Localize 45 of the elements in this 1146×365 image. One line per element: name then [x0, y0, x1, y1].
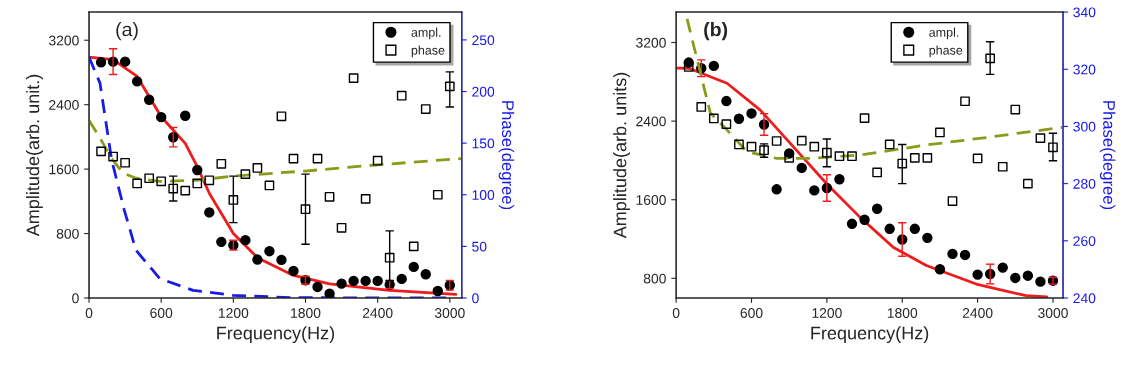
x-tick-label: 600 — [150, 308, 173, 318]
x-tick-label: 1800 — [291, 308, 321, 318]
y2-tick-label: 260 — [1073, 236, 1096, 246]
y-tick-label: 2400 — [49, 100, 79, 110]
x-tick-label: 600 — [740, 308, 763, 318]
y2-tick-label: 340 — [1073, 7, 1096, 18]
y-tick-label: 800 — [643, 273, 666, 284]
y2-tick-label: 100 — [472, 190, 495, 200]
y-axis-title: Amplitude(arb. unit.) — [26, 74, 43, 237]
y2-tick-label: 200 — [472, 86, 495, 97]
y2-tick-label: 320 — [1073, 64, 1096, 75]
y2-tick-label: 250 — [472, 35, 495, 46]
y2-tick-label: 50 — [472, 241, 487, 252]
x-tick-label: 3000 — [434, 308, 465, 318]
y2-tick-label: 0 — [472, 293, 479, 304]
y-tick-label: 1600 — [636, 195, 666, 205]
legend-label: phase — [411, 45, 445, 58]
legend-label: phase — [929, 45, 963, 58]
x-tick-label: 0 — [85, 308, 93, 318]
annotation: (b) — [704, 22, 728, 41]
legend-label: ampl. — [929, 27, 959, 40]
y2-axis-title: Phase(degree) — [498, 101, 515, 210]
x-tick-label: 2400 — [362, 308, 393, 318]
legend-label: ampl. — [411, 27, 441, 40]
y2-tick-label: 280 — [1073, 178, 1096, 189]
x-tick-label: 3000 — [1038, 308, 1068, 318]
x-tick-label: 0 — [672, 308, 680, 318]
y-tick-label: 3200 — [48, 35, 79, 46]
y2-tick-label: 300 — [1073, 121, 1096, 132]
x-tick-label: 2400 — [962, 308, 993, 318]
x-tick-label: 1800 — [887, 308, 918, 318]
y-axis-title: Amplitude(arb. units) — [613, 72, 630, 239]
y-tick-label: 1600 — [49, 164, 79, 175]
y2-tick-label: 240 — [1073, 293, 1096, 304]
y-tick-label: 3200 — [636, 37, 666, 48]
annotation: (a) — [116, 22, 138, 41]
y-tick-label: 2400 — [636, 116, 666, 127]
x-tick-label: 1200 — [218, 308, 249, 318]
y2-tick-label: 150 — [472, 138, 495, 149]
x-tick-label: 1200 — [812, 308, 842, 318]
y-tick-label: 0 — [72, 293, 79, 304]
y-tick-label: 800 — [56, 228, 79, 239]
x-axis-title: Frequency(Hz) — [217, 326, 335, 344]
x-axis-title: Frequency(Hz) — [811, 326, 929, 344]
y2-axis-title: Phase(degree) — [1099, 101, 1116, 210]
